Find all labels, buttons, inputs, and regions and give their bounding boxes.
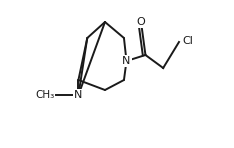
Text: N: N [122,56,131,66]
Text: N: N [74,90,83,100]
Text: Cl: Cl [183,36,194,46]
Text: O: O [137,17,145,27]
Text: CH₃: CH₃ [35,90,54,100]
